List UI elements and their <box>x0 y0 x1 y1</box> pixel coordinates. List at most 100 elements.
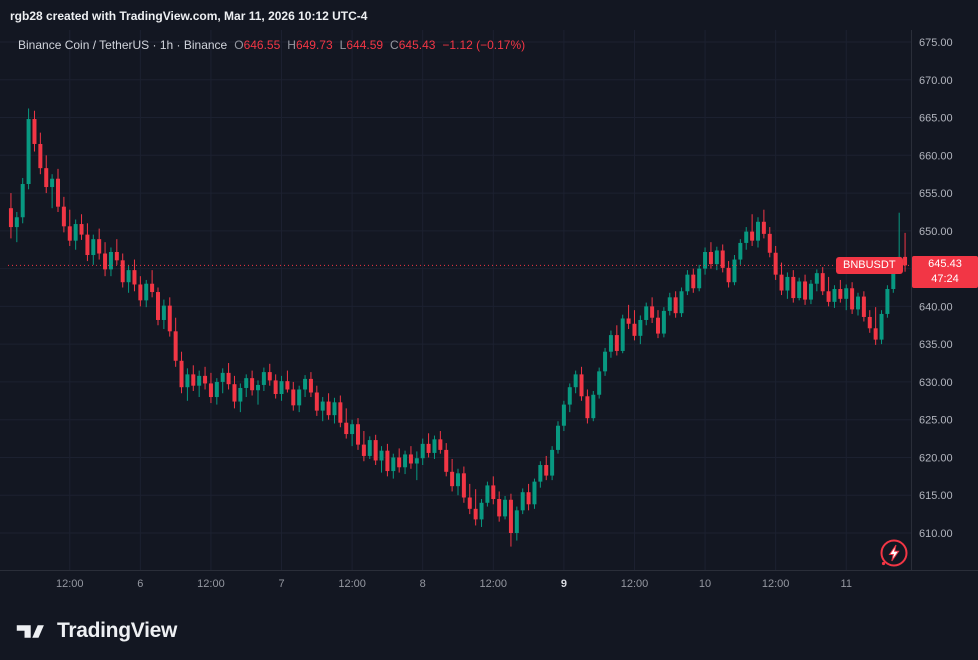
time-tick-label: 12:00 <box>621 578 649 590</box>
candle-body <box>750 231 755 241</box>
candle-body <box>138 284 143 301</box>
chart-legend[interactable]: Binance Coin / TetherUS · 1h · Binance O… <box>18 38 525 52</box>
candle-body <box>320 401 325 411</box>
candle-body <box>608 335 613 352</box>
candle-body <box>438 439 443 450</box>
candle-body <box>526 492 531 505</box>
candle-body <box>356 424 360 445</box>
candle-body <box>632 323 637 336</box>
candle-body <box>603 351 608 372</box>
candle-body <box>108 251 113 270</box>
candle-body <box>503 499 508 517</box>
price-tick-label: 630.00 <box>919 377 953 389</box>
candle-body <box>214 381 219 398</box>
candle-body <box>144 283 149 301</box>
candle-body <box>467 497 472 509</box>
candle-body <box>491 485 496 500</box>
candle-body <box>403 454 408 468</box>
symbol-title[interactable]: Binance Coin / TetherUS · 1h · Binance <box>18 38 228 52</box>
candle-body <box>308 378 313 393</box>
time-axis[interactable]: 12:00 6 12:00 7 12:00 8 12:00 9 12:00 10 12:00 11 <box>56 578 852 590</box>
candle-body <box>185 374 190 388</box>
candle-body <box>20 184 25 218</box>
candle-body <box>232 384 237 402</box>
time-tick-label: 12:00 <box>762 578 790 590</box>
candle-body <box>797 281 802 299</box>
time-tick-label: 12:00 <box>197 578 225 590</box>
candle-body <box>597 371 602 395</box>
candle-body <box>156 292 160 320</box>
candle-body <box>879 313 884 340</box>
candle-body <box>561 404 566 426</box>
candle-body <box>803 281 808 300</box>
candle-body <box>473 508 478 520</box>
candle-body <box>508 499 513 533</box>
candle-body <box>585 396 590 419</box>
price-tick-label: 670.00 <box>919 75 953 87</box>
price-tick-label: 620.00 <box>919 452 953 464</box>
candle-body <box>344 422 349 435</box>
candle-body <box>179 360 184 388</box>
candle-body <box>67 226 72 241</box>
candle-body <box>685 274 690 292</box>
candle-body <box>626 318 631 324</box>
candle-body <box>385 450 390 472</box>
candle-body <box>314 392 319 411</box>
price-tick-label: 625.00 <box>919 415 953 427</box>
candle-body <box>720 250 725 268</box>
candle-body <box>456 473 460 487</box>
candle-body <box>461 473 466 498</box>
footer: TradingView <box>0 602 978 660</box>
ohlc-open: O646.55 <box>234 38 281 52</box>
time-tick-label: 7 <box>278 578 284 590</box>
boost-lightning-icon[interactable] <box>877 536 911 570</box>
candle-body <box>638 319 643 336</box>
price-tick-label: 650.00 <box>919 226 953 238</box>
candle-body <box>538 465 543 482</box>
candle-body <box>367 440 372 456</box>
tradingview-logo-icon <box>16 621 47 642</box>
candle-body <box>497 499 502 517</box>
candle-body <box>820 273 825 292</box>
candle-body <box>273 380 278 395</box>
candle-body <box>567 387 572 405</box>
candle-body <box>785 276 790 291</box>
candle-body <box>856 296 860 310</box>
time-tick-label: 11 <box>841 578 852 590</box>
candle-body <box>773 252 778 275</box>
candle-body <box>679 291 684 314</box>
candle-body <box>532 481 537 505</box>
candle-body <box>391 457 396 472</box>
candle-body <box>161 305 166 320</box>
candle-body <box>50 178 55 188</box>
candle-body <box>556 425 560 450</box>
candle-body <box>691 274 696 289</box>
last-price-symbol-tag: BNBUSDT <box>836 257 903 274</box>
candle-body <box>167 305 172 332</box>
last-price-value: 645.43 <box>928 258 962 270</box>
candle-body <box>414 458 419 464</box>
candle-body <box>814 273 819 284</box>
candle-body <box>550 449 555 476</box>
candle-body <box>303 378 308 390</box>
price-axis[interactable]: 675.00670.00665.00660.00655.00650.00645.… <box>919 37 953 540</box>
candle-body <box>714 250 719 265</box>
candle-body <box>285 381 290 390</box>
candles-pane[interactable] <box>8 108 911 547</box>
candle-body <box>114 251 119 261</box>
candle-body <box>832 289 837 302</box>
candle-body <box>485 485 490 503</box>
candle-body <box>332 402 337 416</box>
price-tick-label: 665.00 <box>919 113 953 125</box>
price-tick-label: 655.00 <box>919 188 953 200</box>
candle-body <box>444 449 449 472</box>
candle-body <box>791 276 796 299</box>
candle-body <box>267 372 272 381</box>
candle-body <box>744 231 749 243</box>
time-tick-label: 6 <box>137 578 143 590</box>
time-tick-label: 12:00 <box>56 578 84 590</box>
candle-body <box>297 389 302 406</box>
candle-body <box>97 239 102 254</box>
candle-body <box>620 318 625 351</box>
